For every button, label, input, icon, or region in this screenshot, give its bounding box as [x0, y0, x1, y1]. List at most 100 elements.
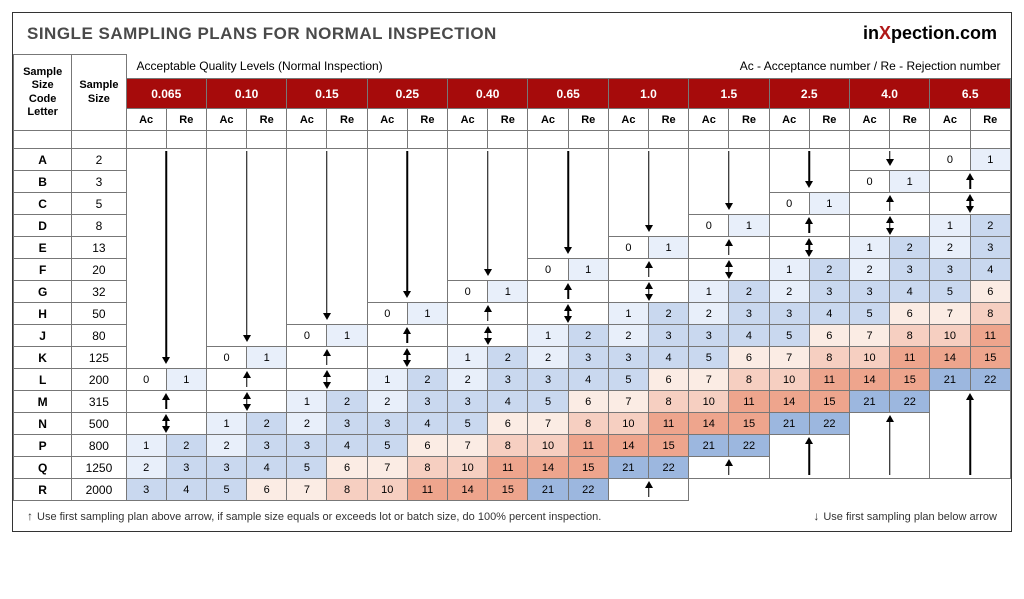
row-size: 8 — [72, 215, 126, 237]
re-value: 8 — [568, 413, 608, 435]
re-value: 3 — [407, 391, 447, 413]
row-size: 1250 — [72, 457, 126, 479]
aql-level: 1.5 — [689, 79, 769, 109]
re-value: 1 — [166, 369, 206, 391]
row-size: 800 — [72, 435, 126, 457]
row-code: B — [14, 171, 72, 193]
ac-value: 0 — [448, 281, 488, 303]
arrow-down-icon — [126, 149, 206, 369]
ac-value: 7 — [930, 303, 970, 325]
arrow-updown-icon — [849, 215, 929, 237]
aql-level: 0.10 — [206, 79, 286, 109]
arrow-updown-icon — [367, 347, 447, 369]
row-code: F — [14, 259, 72, 281]
col-ac: Ac — [608, 109, 648, 131]
ac-value: 3 — [849, 281, 889, 303]
arrow-down-icon — [448, 149, 528, 281]
re-value: 8 — [970, 303, 1011, 325]
re-value: 1 — [327, 325, 367, 347]
re-value: 8 — [407, 457, 447, 479]
ac-value: 3 — [126, 479, 166, 501]
arrow-down-icon: ↓ — [813, 509, 819, 523]
row-code: E — [14, 237, 72, 259]
re-value: 4 — [970, 259, 1011, 281]
ac-value: 0 — [608, 237, 648, 259]
arrow-down-icon — [528, 149, 608, 259]
ac-value: 21 — [849, 391, 889, 413]
page-title: SINGLE SAMPLING PLANS FOR NORMAL INSPECT… — [27, 24, 497, 44]
aql-label-left: Acceptable Quality Levels (Normal Inspec… — [126, 55, 568, 79]
re-value: 8 — [890, 325, 930, 347]
row-code: G — [14, 281, 72, 303]
row-size: 13 — [72, 237, 126, 259]
aql-level: 0.065 — [126, 79, 206, 109]
ac-value: 2 — [206, 435, 246, 457]
re-value: 2 — [166, 435, 206, 457]
row-code: D — [14, 215, 72, 237]
ac-value: 5 — [849, 303, 889, 325]
ac-value: 5 — [206, 479, 246, 501]
re-value: 2 — [247, 413, 287, 435]
col-re: Re — [890, 109, 930, 131]
re-value: 15 — [649, 435, 689, 457]
footer-legend: ↑Use first sampling plan above arrow, if… — [13, 501, 1011, 531]
ac-value: 2 — [287, 413, 327, 435]
arrow-updown-icon — [206, 391, 286, 413]
re-value: 22 — [649, 457, 689, 479]
row-size: 5 — [72, 193, 126, 215]
re-value: 11 — [970, 325, 1011, 347]
re-value: 15 — [809, 391, 849, 413]
arrow-up-icon — [769, 435, 849, 479]
arrow-up-icon — [367, 325, 447, 347]
re-value: 3 — [890, 259, 930, 281]
col-ac: Ac — [849, 109, 889, 131]
row-code: L — [14, 369, 72, 391]
re-value: 3 — [809, 281, 849, 303]
ac-value: 3 — [448, 391, 488, 413]
arrow-down-icon — [287, 149, 367, 325]
arrow-down-icon — [608, 149, 688, 237]
re-value: 1 — [407, 303, 447, 325]
ac-value: 1 — [206, 413, 246, 435]
re-value: 1 — [488, 281, 528, 303]
re-value: 4 — [166, 479, 206, 501]
re-value: 2 — [729, 281, 769, 303]
arrow-updown-icon — [448, 325, 528, 347]
ac-value: 0 — [930, 149, 970, 171]
re-value: 6 — [407, 435, 447, 457]
ac-value: 1 — [930, 215, 970, 237]
row-code: R — [14, 479, 72, 501]
ac-value: 1 — [528, 325, 568, 347]
arrow-up-icon — [849, 413, 929, 479]
row-size: 200 — [72, 369, 126, 391]
re-value: 1 — [809, 193, 849, 215]
row-size: 32 — [72, 281, 126, 303]
col-re: Re — [649, 109, 689, 131]
re-value: 1 — [729, 215, 769, 237]
row-size: 3 — [72, 171, 126, 193]
col-re: Re — [729, 109, 769, 131]
ac-value: 10 — [769, 369, 809, 391]
arrow-updown-icon — [528, 303, 608, 325]
arrow-down-icon — [206, 149, 286, 347]
re-value: 2 — [488, 347, 528, 369]
arrow-updown-icon — [608, 281, 688, 303]
ac-value: 1 — [448, 347, 488, 369]
row-code: Q — [14, 457, 72, 479]
ac-value: 21 — [930, 369, 970, 391]
ac-value: 1 — [126, 435, 166, 457]
re-value: 3 — [729, 303, 769, 325]
ac-value: 21 — [528, 479, 568, 501]
arrow-up-icon — [126, 391, 206, 413]
ac-value: 0 — [689, 215, 729, 237]
ac-value: 7 — [367, 457, 407, 479]
ac-value: 1 — [849, 237, 889, 259]
re-value: 6 — [568, 391, 608, 413]
re-value: 15 — [970, 347, 1011, 369]
arrow-updown-icon — [287, 369, 367, 391]
aql-level: 0.15 — [287, 79, 367, 109]
ac-value: 3 — [528, 369, 568, 391]
re-value: 6 — [729, 347, 769, 369]
ac-value: 5 — [528, 391, 568, 413]
re-value: 4 — [890, 281, 930, 303]
